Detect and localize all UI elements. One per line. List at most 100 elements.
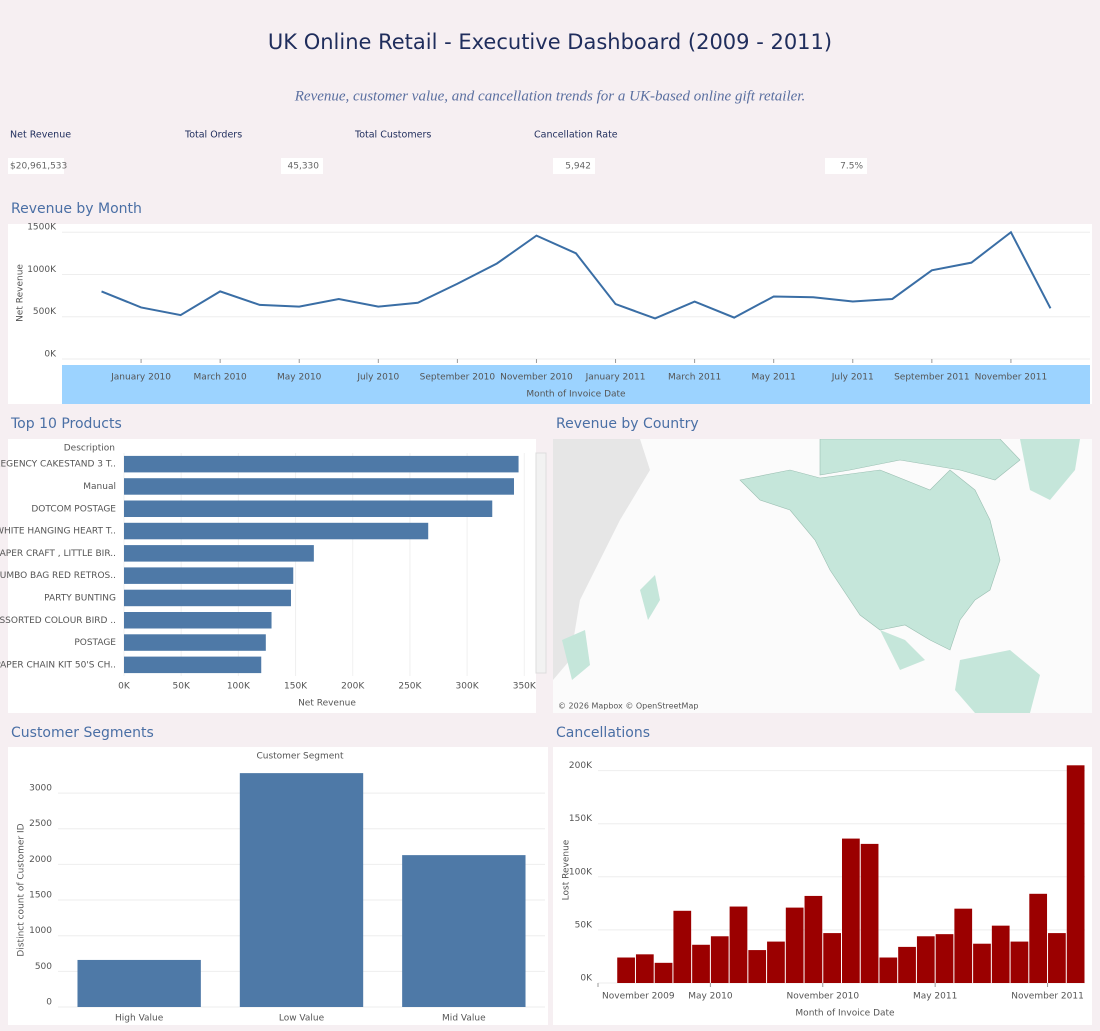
bar	[729, 906, 748, 983]
bar	[916, 936, 935, 983]
y-tick-label: PARTY BUNTING	[44, 593, 116, 603]
x-tick-label: January 2011	[585, 373, 646, 383]
x-tick-label: May 2010	[688, 992, 733, 1002]
y-tick-label: 2500	[29, 819, 52, 829]
x-tick-label: Low Value	[279, 1014, 325, 1024]
section-title: Cancellations	[556, 725, 650, 741]
y-tick-label: 2000	[29, 855, 52, 865]
x-tick-label: Mid Value	[442, 1014, 486, 1024]
bar	[991, 925, 1010, 983]
bar	[823, 933, 841, 983]
y-tick-label: 1500K	[27, 223, 57, 233]
bar	[654, 962, 673, 983]
kpi-label: Cancellation Rate	[534, 130, 618, 141]
x-tick-label: September 2011	[894, 373, 970, 383]
y-tick-label: 100K	[569, 867, 593, 877]
bar	[879, 957, 898, 983]
kpi-box	[825, 158, 867, 174]
y-tick-label: 500K	[33, 307, 57, 317]
y-tick-label: 1000	[29, 926, 52, 936]
y-tick-label: PAPER CRAFT , LITTLE BIR..	[0, 549, 116, 559]
x-tick-label: January 2010	[110, 373, 171, 383]
y-tick-label: 200K	[569, 761, 593, 771]
kpi-value: $20,961,533	[10, 162, 67, 172]
y-tick-label: POSTAGE	[74, 638, 116, 648]
x-tick-label: March 2011	[668, 373, 721, 383]
bar	[898, 946, 916, 983]
bar	[785, 907, 804, 983]
y-tick-label: PAPER CHAIN KIT 50'S CH..	[0, 660, 116, 670]
bar	[1066, 765, 1085, 983]
x-tick-label: May 2011	[752, 373, 796, 383]
y-tick-label: DOTCOM POSTAGE	[31, 504, 116, 514]
line	[101, 230, 1052, 320]
section-title: Revenue by Month	[11, 201, 142, 217]
x-tick-label: May 2010	[277, 373, 322, 383]
x-tick-label: 50K	[173, 682, 191, 692]
bar	[635, 954, 654, 983]
bar	[124, 634, 266, 651]
bar	[804, 895, 823, 983]
kpi-value: 7.5%	[840, 162, 863, 172]
kpi-label: Total Customers	[354, 130, 431, 141]
y-tick-label: 50K	[575, 920, 593, 930]
country	[955, 650, 1040, 713]
country	[640, 575, 660, 620]
bar	[954, 908, 973, 983]
bar	[692, 944, 710, 983]
section-title: Customer Segments	[11, 725, 154, 741]
x-tick-label: 150K	[284, 682, 308, 692]
bar	[124, 522, 429, 540]
country	[739, 469, 1001, 651]
section-title: Top 10 Products	[10, 416, 122, 432]
bar	[124, 611, 272, 629]
bar	[748, 950, 767, 983]
bar	[239, 773, 364, 1007]
axis-highlight	[62, 365, 1090, 404]
bar	[124, 478, 514, 495]
kpi-value: 5,942	[565, 162, 591, 172]
x-tick-label: 300K	[456, 682, 480, 692]
y-axis-title: Net Revenue	[16, 264, 26, 322]
x-tick-label: 100K	[227, 682, 251, 692]
x-tick-label: July 2010	[356, 373, 399, 383]
x-axis-title: Month of Invoice Date	[795, 1009, 895, 1019]
x-tick-label: November 2011	[1011, 992, 1084, 1002]
y-tick-label: 0K	[44, 350, 57, 360]
x-tick-label: 250K	[398, 682, 422, 692]
x-axis-title: Customer Segment	[256, 752, 344, 762]
y-axis-title: Description	[64, 444, 115, 454]
y-tick-label: 1000K	[27, 265, 57, 275]
x-axis-title: Net Revenue	[298, 699, 356, 709]
x-tick-label: November 2010	[500, 373, 573, 383]
y-axis-title: Distinct count of Customer ID	[17, 823, 27, 956]
y-tick-label: ASSORTED COLOUR BIRD ..	[0, 616, 116, 626]
scrollbar[interactable]	[535, 452, 547, 674]
x-tick-label: 200K	[341, 682, 365, 692]
country	[819, 439, 1021, 481]
x-tick-label: March 2010	[194, 373, 247, 383]
bar	[124, 589, 291, 607]
bar	[673, 910, 692, 983]
bar	[124, 656, 262, 674]
y-tick-label: 150K	[569, 814, 593, 824]
bar	[973, 943, 991, 983]
y-tick-label: 1500	[29, 891, 52, 901]
bar	[710, 936, 729, 983]
dashboard-title: UK Online Retail - Executive Dashboard (…	[268, 30, 832, 54]
y-tick-label: 3000	[29, 784, 52, 794]
country	[562, 630, 590, 680]
y-tick-label: WHITE HANGING HEART T..	[0, 527, 116, 537]
x-tick-label: November 2011	[975, 373, 1048, 383]
y-tick-label: JUMBO BAG RED RETROS..	[0, 571, 116, 581]
bar	[860, 843, 879, 983]
y-tick-label: REGENCY CAKESTAND 3 T..	[0, 460, 116, 470]
map	[553, 439, 1092, 713]
bar	[124, 567, 294, 584]
bar	[1029, 893, 1048, 983]
x-tick-label: November 2010	[786, 992, 859, 1002]
bar	[77, 959, 201, 1007]
bar	[402, 855, 526, 1007]
kpi-box	[8, 158, 64, 174]
